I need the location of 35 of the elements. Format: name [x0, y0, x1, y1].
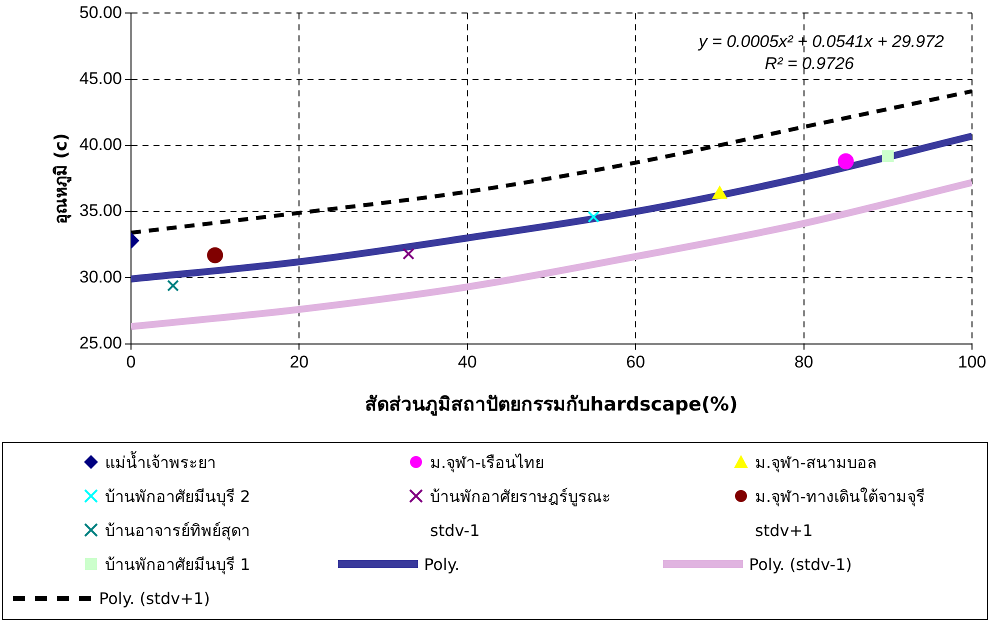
point — [167, 280, 179, 292]
y-tick-label: 40.00 — [79, 135, 122, 154]
point — [838, 153, 854, 170]
y-tick-label: 45.00 — [79, 69, 122, 88]
point — [402, 248, 414, 260]
legend-label: Poly. (stdv+1) — [99, 588, 210, 608]
legend-label: แม่น้ำเจ้าพระยา — [105, 450, 216, 474]
annotation: R² = 0.9726 — [764, 54, 855, 74]
legend-label: บ้านพักอาศัยมีนบุรี 1 — [105, 554, 250, 576]
x-tick-label: 100 — [958, 352, 986, 372]
legend-label: Poly. (stdv-1) — [749, 554, 852, 574]
y-tick-label: 25.00 — [79, 333, 122, 352]
y-tick-label: 30.00 — [79, 267, 122, 286]
x-tick-label: 60 — [626, 352, 646, 372]
x-tick-label: 40 — [458, 352, 477, 372]
legend-label: บ้านพักอาศัยราษฎร์บูรณะ — [430, 486, 611, 508]
legend-label: ม.จุฬา-ทางเดินใต้จามจุรี — [755, 486, 925, 508]
point — [207, 247, 224, 264]
y-axis-title: อุณหภูมิ (c) — [52, 133, 73, 224]
x-axis-title: สัดส่วนภูมิสถาปัตยกรรมกับhardscape(%) — [365, 394, 738, 417]
x-tick-label: 0 — [126, 352, 136, 372]
legend-label: ม.จุฬา-สนามบอล — [755, 452, 877, 474]
point — [882, 150, 894, 162]
legend-label: บ้านพักอาศัยมีนบุรี 2 — [105, 486, 250, 508]
text: stdv+1 — [755, 520, 813, 540]
annotation: y = 0.0005x² + 0.0541x + 29.972 — [698, 32, 945, 52]
point — [588, 210, 600, 223]
y-tick-label: 35.00 — [79, 201, 122, 220]
text: stdv-1 — [430, 520, 480, 540]
legend-label: ม.จุฬา-เรือนไทย — [430, 452, 544, 474]
legend-label: Poly. — [424, 554, 460, 574]
legend-label: บ้านอาจารย์ทิพย์สุดา — [105, 520, 250, 542]
x-tick-label: 20 — [290, 352, 309, 372]
x-tick-label: 80 — [794, 352, 814, 372]
y-tick-label: 50.00 — [79, 2, 122, 22]
